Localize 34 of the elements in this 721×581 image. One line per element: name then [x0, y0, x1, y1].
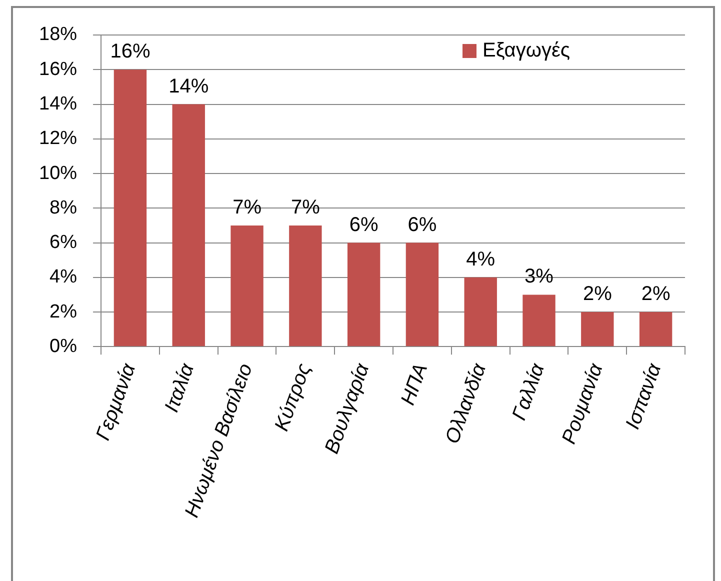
bar [289, 225, 322, 346]
bar [347, 242, 380, 346]
data-label: 2% [641, 283, 670, 306]
y-tick-label: 2% [50, 301, 78, 322]
y-tick-label: 0% [50, 336, 78, 357]
legend-label: Εξαγωγές [482, 40, 570, 62]
y-tick-label: 14% [38, 93, 78, 114]
bar [406, 242, 439, 346]
bar [639, 312, 672, 346]
x-tick-label: ΗΠΑ [397, 360, 432, 408]
bar [522, 294, 556, 346]
y-tick-label: 4% [50, 266, 78, 288]
y-tick-label: 6% [50, 232, 78, 254]
y-tick-label: 12% [38, 128, 78, 150]
data-label: 4% [466, 248, 496, 270]
x-tick-label: Γαλλία [508, 360, 550, 424]
y-tick-label: 10% [38, 162, 78, 184]
bar [464, 277, 497, 346]
data-label: 14% [168, 75, 209, 98]
data-label: 6% [408, 214, 437, 236]
bar [581, 312, 614, 346]
bar [172, 104, 205, 346]
data-label: 7% [290, 196, 320, 218]
data-label: 16% [110, 40, 150, 63]
data-label: 6% [349, 214, 378, 236]
bar [230, 225, 264, 346]
y-tick-label: 18% [38, 24, 78, 46]
data-label: 2% [582, 283, 612, 306]
x-tick-label: Ιταλία [160, 360, 199, 416]
data-label: 7% [232, 196, 262, 218]
data-label: 3% [524, 266, 554, 288]
y-tick-label: 16% [38, 58, 78, 80]
bar [114, 70, 147, 346]
y-tick-label: 8% [50, 197, 78, 218]
